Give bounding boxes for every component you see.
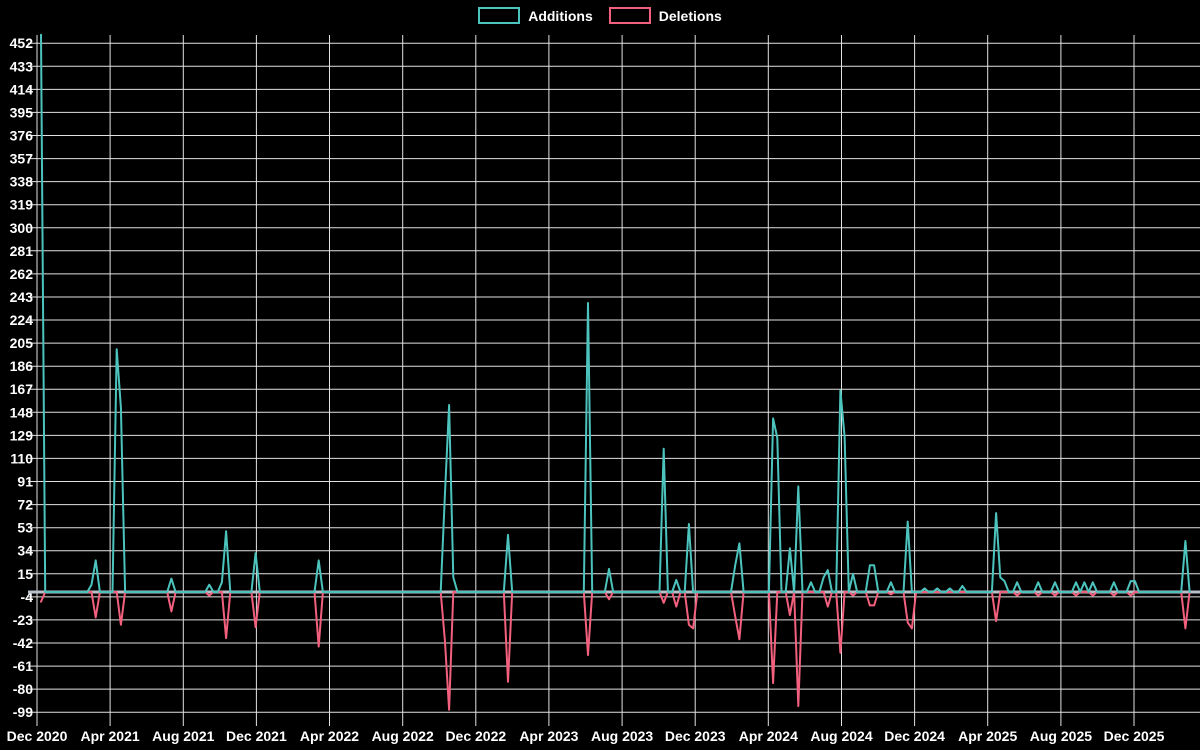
svg-text:Aug 2023: Aug 2023 xyxy=(591,728,653,744)
svg-text:Apr 2021: Apr 2021 xyxy=(81,728,140,744)
svg-text:Dec 2021: Dec 2021 xyxy=(226,728,287,744)
deletions-line xyxy=(40,591,1191,711)
svg-text:-99: -99 xyxy=(13,704,33,720)
svg-text:Aug 2025: Aug 2025 xyxy=(1030,728,1092,744)
svg-text:Dec 2020: Dec 2020 xyxy=(7,728,68,744)
svg-text:Apr 2025: Apr 2025 xyxy=(958,728,1017,744)
svg-text:167: 167 xyxy=(10,381,34,397)
y-axis-labels: 452 433 414 395 376 357 338 319 300 281 262 243 224 2… xyxy=(10,35,34,720)
svg-text:Apr 2023: Apr 2023 xyxy=(519,728,578,744)
additions-swatch-icon xyxy=(478,7,521,24)
svg-text:-61: -61 xyxy=(13,658,33,674)
svg-text:Aug 2022: Aug 2022 xyxy=(372,728,434,744)
svg-text:300: 300 xyxy=(10,220,34,236)
svg-text:Aug 2024: Aug 2024 xyxy=(810,728,872,744)
svg-text:Apr 2024: Apr 2024 xyxy=(739,728,798,744)
svg-text:-80: -80 xyxy=(13,681,33,697)
legend-item-additions[interactable]: Additions xyxy=(478,7,593,24)
svg-text:-23: -23 xyxy=(13,612,33,628)
legend-item-deletions[interactable]: Deletions xyxy=(608,7,722,24)
svg-text:357: 357 xyxy=(10,151,34,167)
x-gridlines xyxy=(36,35,1135,726)
svg-text:129: 129 xyxy=(10,427,34,443)
svg-text:Dec 2025: Dec 2025 xyxy=(1104,728,1165,744)
svg-text:262: 262 xyxy=(10,266,34,282)
deletions-swatch-icon xyxy=(608,7,651,24)
svg-text:15: 15 xyxy=(17,566,33,582)
svg-text:72: 72 xyxy=(17,497,33,513)
svg-text:91: 91 xyxy=(17,474,33,490)
svg-text:53: 53 xyxy=(17,520,33,536)
svg-text:319: 319 xyxy=(10,197,34,213)
svg-text:Dec 2024: Dec 2024 xyxy=(884,728,945,744)
svg-text:Aug 2021: Aug 2021 xyxy=(152,728,214,744)
svg-text:433: 433 xyxy=(10,58,34,74)
svg-text:205: 205 xyxy=(10,335,34,351)
y-gridlines xyxy=(28,42,1200,713)
svg-text:34: 34 xyxy=(17,543,33,559)
svg-text:376: 376 xyxy=(10,128,34,144)
chart-legend: Additions Deletions xyxy=(0,7,1200,24)
svg-text:243: 243 xyxy=(10,289,34,305)
svg-text:281: 281 xyxy=(10,243,34,259)
svg-text:110: 110 xyxy=(10,450,33,466)
svg-text:395: 395 xyxy=(10,104,34,120)
svg-text:186: 186 xyxy=(10,358,34,374)
legend-label-deletions: Deletions xyxy=(658,7,722,24)
svg-text:Apr 2022: Apr 2022 xyxy=(300,728,359,744)
svg-text:338: 338 xyxy=(10,174,34,190)
svg-text:148: 148 xyxy=(10,404,34,420)
additions-line xyxy=(40,33,1191,593)
svg-text:Dec 2023: Dec 2023 xyxy=(665,728,726,744)
svg-text:Dec 2022: Dec 2022 xyxy=(445,728,506,744)
svg-text:414: 414 xyxy=(10,81,34,97)
legend-label-additions: Additions xyxy=(528,7,593,24)
svg-text:-42: -42 xyxy=(13,635,33,651)
svg-text:224: 224 xyxy=(10,312,34,328)
svg-text:452: 452 xyxy=(10,35,34,51)
x-axis-labels: Dec 2020 Apr 2021 Aug 2021 Dec 2021 Apr 2022… xyxy=(7,728,1165,744)
